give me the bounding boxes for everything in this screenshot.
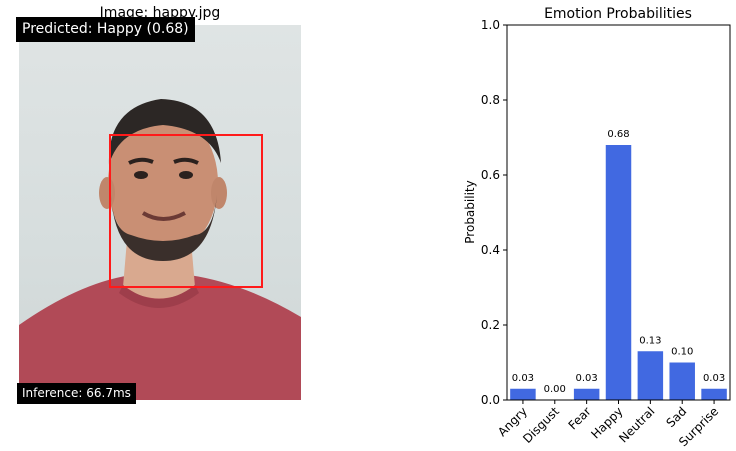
bar-sad bbox=[669, 362, 695, 400]
data-label: 0.68 bbox=[607, 129, 629, 140]
inference-time-label: Inference: 66.7ms bbox=[17, 383, 136, 404]
data-label: 0.13 bbox=[639, 335, 661, 346]
x-tick-label: Sad bbox=[663, 404, 689, 430]
bar-happy bbox=[605, 145, 632, 400]
data-label: 0.00 bbox=[544, 384, 566, 395]
y-tick-label: 0.2 bbox=[481, 318, 500, 332]
y-axis-label: Probability bbox=[463, 180, 477, 243]
prediction-label: Predicted: Happy (0.68) bbox=[16, 17, 195, 42]
data-label: 0.03 bbox=[512, 373, 534, 384]
bar-neutral bbox=[637, 351, 664, 400]
y-tick-label: 0.6 bbox=[481, 168, 500, 182]
plot-area-frame bbox=[506, 24, 731, 401]
person-illustration bbox=[19, 99, 301, 400]
data-label: 0.10 bbox=[671, 347, 693, 358]
data-label: 0.03 bbox=[576, 373, 598, 384]
face-photo bbox=[19, 25, 301, 400]
y-tick-label: 0.8 bbox=[481, 93, 500, 107]
bar-fear bbox=[573, 388, 600, 400]
x-tick-label: Disgust bbox=[520, 404, 562, 446]
y-tick-label: 1.0 bbox=[481, 18, 500, 32]
bar-surprise bbox=[701, 388, 727, 400]
y-tick-label: 0.0 bbox=[481, 393, 500, 407]
bar-angry bbox=[510, 388, 536, 400]
x-tick-label: Neutral bbox=[616, 404, 657, 445]
y-tick-label: 0.4 bbox=[481, 243, 500, 257]
data-label: 0.03 bbox=[703, 373, 725, 384]
chart-title: Emotion Probabilities bbox=[544, 6, 692, 22]
x-tick-label: Fear bbox=[566, 404, 594, 432]
face-detection-box bbox=[109, 134, 263, 288]
